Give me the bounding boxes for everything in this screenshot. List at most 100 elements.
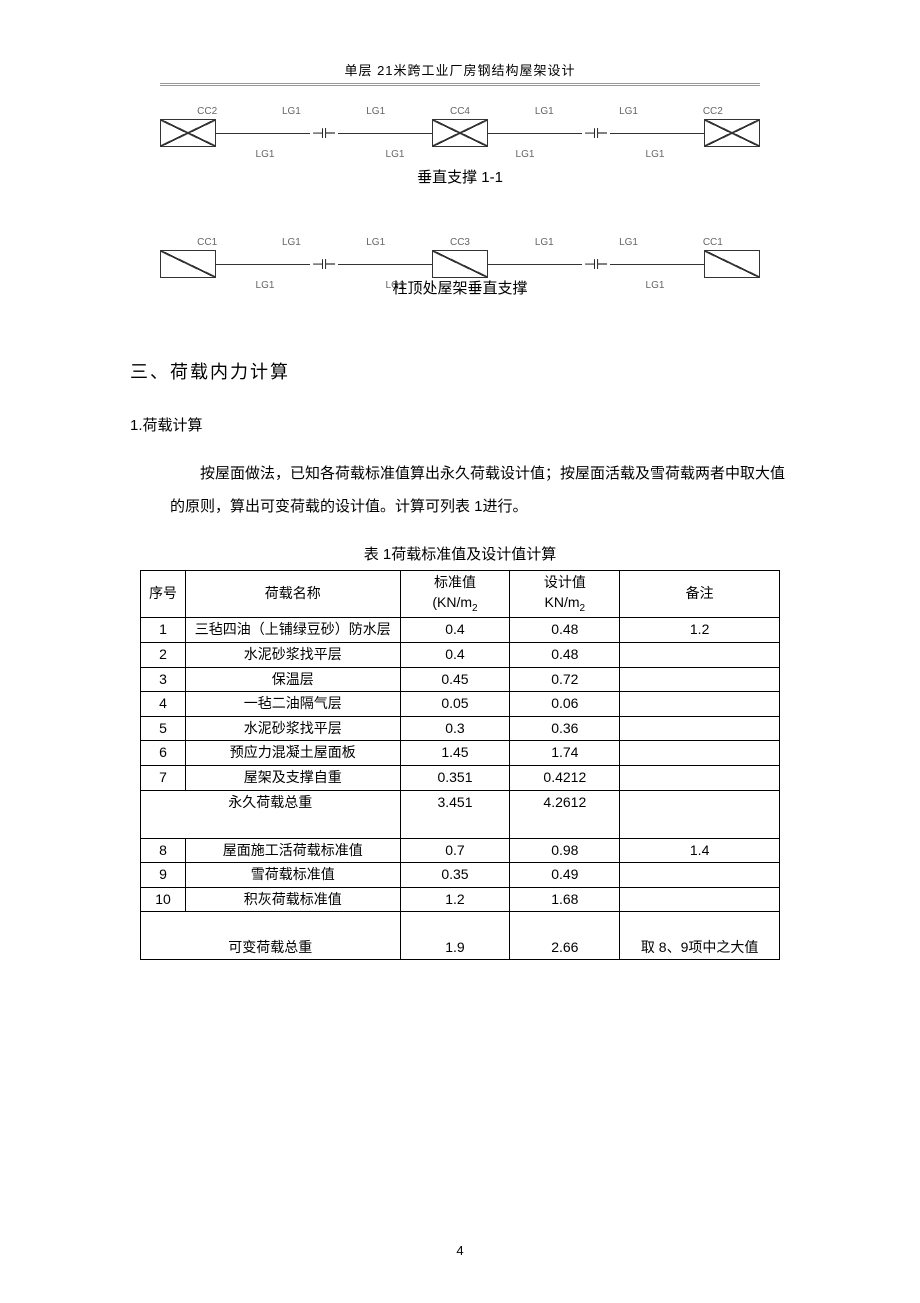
label: CC4 bbox=[418, 106, 502, 117]
table-row: 10积灰荷载标准值1.21.68 bbox=[141, 887, 780, 912]
brace-line bbox=[610, 133, 704, 134]
cell-std: 0.351 bbox=[400, 765, 510, 790]
brace-line bbox=[338, 264, 432, 265]
cell-index: 6 bbox=[141, 741, 186, 766]
cell-des: 0.72 bbox=[510, 667, 620, 692]
joint-icon: ⊣⊢ bbox=[582, 128, 610, 138]
cell-index: 5 bbox=[141, 716, 186, 741]
cell-index: 2 bbox=[141, 642, 186, 667]
label: LG1 bbox=[646, 280, 665, 291]
cell-note bbox=[620, 716, 780, 741]
col-note: 备注 bbox=[620, 571, 780, 618]
table-row: 1三毡四油（上铺绿豆砂）防水层0.40.481.2 bbox=[141, 618, 780, 643]
cell-des: 0.49 bbox=[510, 863, 620, 888]
table-row: 4一毡二油隔气层0.050.06 bbox=[141, 692, 780, 717]
cell-des: 0.98 bbox=[510, 838, 620, 863]
cell-note: 1.4 bbox=[620, 838, 780, 863]
diagram2-top-labels: CC1 LG1 LG1 CC3 LG1 LG1 CC1 bbox=[160, 237, 760, 250]
col-design: 设计值 KN/m2 bbox=[510, 571, 620, 618]
cell-des: 4.2612 bbox=[510, 790, 620, 838]
cell-name: 屋架及支撑自重 bbox=[185, 765, 400, 790]
page-header: 单层 21米跨工业厂房钢结构屋架设计 bbox=[0, 0, 920, 86]
table-caption: 表 1荷载标准值及设计值计算 bbox=[0, 543, 920, 564]
label: LG1 bbox=[646, 149, 665, 160]
table-row: 9雪荷载标准值0.350.49 bbox=[141, 863, 780, 888]
table-row: 8屋面施工活荷载标准值0.70.981.4 bbox=[141, 838, 780, 863]
cell-index: 10 bbox=[141, 887, 186, 912]
label: LG1 bbox=[586, 106, 670, 117]
label: CC3 bbox=[418, 237, 502, 248]
joint-icon: ⊣⊢ bbox=[310, 259, 338, 269]
cell-name: 水泥砂浆找平层 bbox=[185, 716, 400, 741]
cell-index: 9 bbox=[141, 863, 186, 888]
col-std-unit: (KN/m bbox=[432, 594, 472, 610]
header-rule bbox=[160, 83, 760, 86]
label: LG1 bbox=[334, 106, 418, 117]
cell-des: 0.48 bbox=[510, 618, 620, 643]
label: LG1 bbox=[586, 237, 670, 248]
brace-line bbox=[338, 133, 432, 134]
cell-des: 0.36 bbox=[510, 716, 620, 741]
label: LG1 bbox=[334, 237, 418, 248]
diagram2-caption: 柱顶处屋架垂直支撑 bbox=[160, 277, 760, 298]
table-row: 7屋架及支撑自重0.3510.4212 bbox=[141, 765, 780, 790]
diagram1-shapes: ⊣⊢ ⊣⊢ bbox=[160, 119, 760, 147]
cell-index: 8 bbox=[141, 838, 186, 863]
brace-line bbox=[610, 264, 704, 265]
cell-std: 0.35 bbox=[400, 863, 510, 888]
table-row: 5水泥砂浆找平层0.30.36 bbox=[141, 716, 780, 741]
section-3-title: 三、荷载内力计算 bbox=[130, 358, 920, 384]
cell-name: 屋面施工活荷载标准值 bbox=[185, 838, 400, 863]
diagram1-top-labels: CC2 LG1 LG1 CC4 LG1 LG1 CC2 bbox=[160, 106, 760, 119]
cell-des: 0.06 bbox=[510, 692, 620, 717]
cell-note bbox=[620, 863, 780, 888]
cell-note bbox=[620, 692, 780, 717]
brace-line bbox=[488, 133, 582, 134]
brace-line bbox=[216, 264, 310, 265]
table-row: 可变荷载总重1.92.66取 8、9项中之大值 bbox=[141, 912, 780, 960]
brace-box bbox=[432, 250, 488, 278]
label: LG1 bbox=[256, 280, 275, 291]
brace-box bbox=[160, 250, 216, 278]
unit-sub: 2 bbox=[580, 602, 586, 613]
cell-note bbox=[620, 667, 780, 692]
cell-note bbox=[620, 765, 780, 790]
cell-des: 0.4212 bbox=[510, 765, 620, 790]
diagram1-caption: 垂直支撑 1-1 bbox=[160, 166, 760, 187]
cell-name: 可变荷载总重 bbox=[141, 912, 401, 960]
col-name: 荷载名称 bbox=[185, 571, 400, 618]
cell-des: 1.68 bbox=[510, 887, 620, 912]
load-table: 序号 荷载名称 标准值 (KN/m2 设计值 KN/m2 备注 1三毡四油（上铺… bbox=[140, 570, 780, 960]
page-number: 4 bbox=[0, 1243, 920, 1258]
cell-index: 4 bbox=[141, 692, 186, 717]
label: LG1 bbox=[249, 106, 333, 117]
table-row: 3保温层0.450.72 bbox=[141, 667, 780, 692]
cell-note bbox=[620, 741, 780, 766]
cell-des: 0.48 bbox=[510, 642, 620, 667]
diagram-vertical-support-1: CC2 LG1 LG1 CC4 LG1 LG1 CC2 ⊣⊢ ⊣⊢ LG1 LG… bbox=[160, 106, 760, 187]
cell-note: 取 8、9项中之大值 bbox=[620, 912, 780, 960]
table-row: 永久荷载总重3.4514.2612 bbox=[141, 790, 780, 838]
label: LG1 bbox=[256, 149, 275, 160]
diagram1-bot-labels: LG1 LG1 LG1 LG1 bbox=[160, 147, 760, 160]
col-standard: 标准值 (KN/m2 bbox=[400, 571, 510, 618]
cell-index: 7 bbox=[141, 765, 186, 790]
diagram-column-top-support: CC1 LG1 LG1 CC3 LG1 LG1 CC1 ⊣⊢ ⊣⊢ LG1 LG… bbox=[160, 237, 760, 298]
section-3-1-title: 1.荷载计算 bbox=[130, 414, 920, 435]
col-des-label: 设计值 bbox=[544, 574, 586, 590]
cell-index: 1 bbox=[141, 618, 186, 643]
label: LG1 bbox=[386, 149, 405, 160]
label: LG1 bbox=[502, 106, 586, 117]
cell-std: 0.4 bbox=[400, 618, 510, 643]
cell-std: 1.45 bbox=[400, 741, 510, 766]
cell-note bbox=[620, 642, 780, 667]
cell-std: 0.05 bbox=[400, 692, 510, 717]
cell-note: 1.2 bbox=[620, 618, 780, 643]
cell-note bbox=[620, 790, 780, 838]
cell-std: 0.45 bbox=[400, 667, 510, 692]
joint-icon: ⊣⊢ bbox=[310, 128, 338, 138]
cell-name: 雪荷载标准值 bbox=[185, 863, 400, 888]
cell-std: 1.2 bbox=[400, 887, 510, 912]
brace-box bbox=[160, 119, 216, 147]
section-3-body: 按屋面做法，已知各荷载标准值算出永久荷载设计值；按屋面活载及雪荷载两者中取大值的… bbox=[170, 457, 790, 523]
